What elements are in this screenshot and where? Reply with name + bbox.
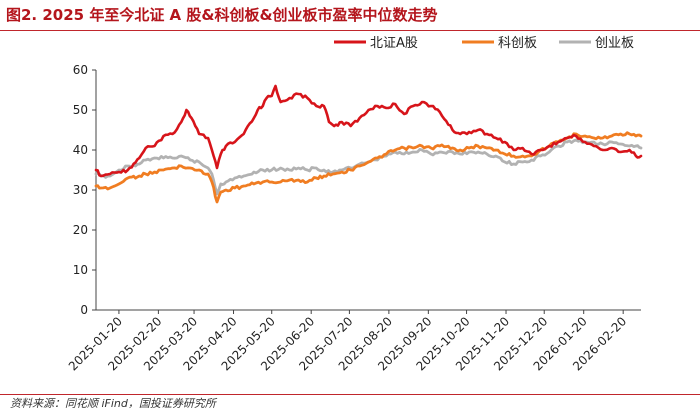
y-tick-label: 20 bbox=[73, 223, 88, 237]
y-tick-label: 10 bbox=[73, 263, 88, 277]
y-tick-label: 0 bbox=[80, 303, 88, 317]
y-tick-label: 30 bbox=[73, 183, 88, 197]
y-tick-label: 50 bbox=[73, 103, 88, 117]
legend-label-bse: 北证A股 bbox=[370, 36, 418, 51]
figure-title: 图2. 2025 年至今北证 A 股&科创板&创业板市盈率中位数走势 bbox=[6, 6, 438, 24]
figure-source: 资料来源：同花顺 iFind，国投证券研究所 bbox=[10, 397, 216, 410]
series-line-star bbox=[94, 131, 643, 204]
pe-median-line-chart: 01020304050602025-01-202025-02-202025-03… bbox=[66, 36, 643, 373]
series-line-bse bbox=[94, 84, 643, 178]
title-divider bbox=[0, 30, 700, 31]
y-tick-label: 60 bbox=[73, 63, 88, 77]
source-divider bbox=[0, 394, 700, 395]
y-tick-label: 40 bbox=[73, 143, 88, 157]
legend-label-star: 科创板 bbox=[498, 36, 537, 51]
legend-label-chinext: 创业板 bbox=[595, 36, 634, 51]
